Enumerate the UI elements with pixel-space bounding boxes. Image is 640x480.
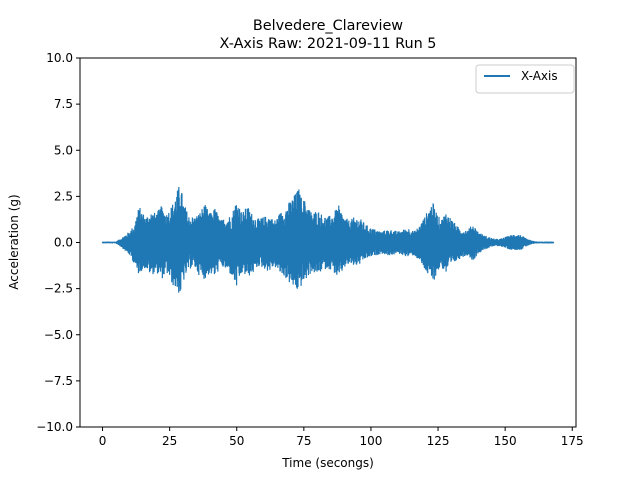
y-tick-label: −10.0 [36, 420, 73, 434]
x-axis-label: Time (secongs) [281, 456, 374, 470]
chart-subtitle: X-Axis Raw: 2021-09-11 Run 5 [220, 36, 437, 52]
x-tick-label: 50 [229, 434, 244, 448]
y-tick-label: −7.5 [44, 374, 73, 388]
y-axis-label: Acceleration (g) [7, 194, 21, 289]
legend: X-Axis [475, 64, 575, 94]
y-tick-label: 2.5 [54, 189, 73, 203]
y-tick-label: 10.0 [46, 51, 73, 65]
y-tick-label: −5.0 [44, 328, 73, 342]
legend-frame [475, 64, 575, 94]
x-tick-label: 75 [296, 434, 311, 448]
x-tick-label: 0 [99, 434, 107, 448]
x-tick-label: 100 [359, 434, 382, 448]
y-tick-label: −2.5 [44, 282, 73, 296]
y-tick-label: 0.0 [54, 236, 73, 250]
chart-title: Belvedere_Clareview [253, 18, 403, 34]
y-tick-label: 7.5 [54, 97, 73, 111]
x-tick-label: 125 [427, 434, 450, 448]
x-tick-label: 150 [494, 434, 517, 448]
y-tick-label: 5.0 [54, 143, 73, 157]
x-tick-label: 175 [561, 434, 584, 448]
axes-group: 0 25 50 75 100 125 150 175 −10.0 −7.5 −5.0 −2.5 0.0 2… [36, 51, 583, 448]
legend-label-x-axis: X-Axis [521, 69, 558, 83]
series-group [101, 186, 555, 293]
x-tick-label: 25 [162, 434, 177, 448]
series-line-x-axis [101, 186, 555, 293]
